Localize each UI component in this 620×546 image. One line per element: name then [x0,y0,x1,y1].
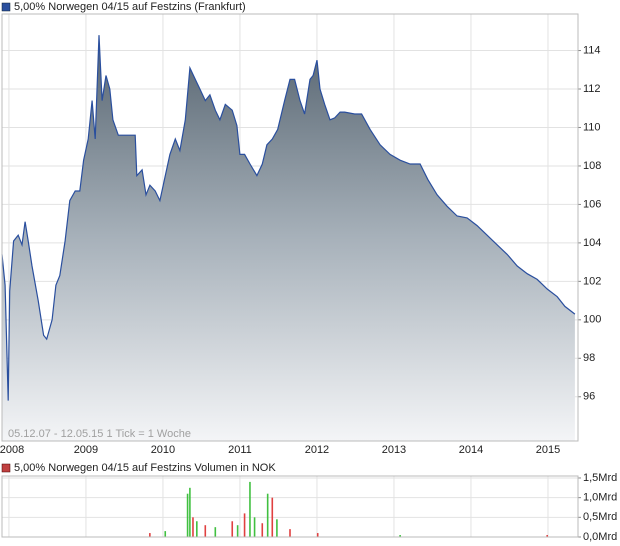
volume-bar [271,497,274,537]
y-tick-label: 0,0Mrd [583,531,617,543]
y-tick-label: 100 [583,314,601,326]
volume-bar [276,519,278,537]
y-tick-label: 108 [583,160,601,172]
y-tick-label: 1,5Mrd [583,472,617,484]
x-tick-label: 2010 [151,444,175,456]
x-tick-label: 2008 [0,444,24,456]
volume-bar [261,523,264,537]
volume-bar [253,517,256,537]
volume-frame [1,475,579,538]
chart-title: 5,00% Norwegen 04/15 auf Festzins (Frank… [14,1,246,13]
volume-bar [186,493,189,537]
volume-bar [149,533,151,537]
x-tick-label: 2014 [459,444,483,456]
price-area [2,35,575,441]
y-tick-label: 1,0Mrd [583,492,617,504]
y-tick-label: 98 [583,352,595,364]
volume-bar [289,529,291,537]
x-tick-label: 2011 [228,444,252,456]
y-tick-label: 102 [583,275,601,287]
x-tick-label: 2015 [536,444,560,456]
y-tick-label: 106 [583,198,601,210]
volume-bar [243,513,246,537]
plot-frame [1,13,579,442]
volume-bar [316,533,319,537]
volume-bar [266,493,269,537]
y-tick-label: 0,5Mrd [583,511,617,523]
volume-title: 5,00% Norwegen 04/15 auf Festzins Volume… [14,462,276,474]
x-tick-label: 2013 [382,444,406,456]
volume-bar [164,531,167,537]
volume-bar [249,481,251,537]
volume-bar [189,487,191,537]
y-tick-label: 96 [583,391,595,403]
volume-bar [236,525,239,537]
volume-bar [231,521,234,537]
y-tick-label: 114 [583,44,601,56]
y-tick-label: 112 [583,83,601,95]
y-tick-label: 104 [583,237,601,249]
x-tick-label: 2009 [74,444,98,456]
volume-bar [214,527,217,537]
y-tick-label: 110 [583,121,601,133]
volume-bar [399,535,401,537]
volume-bar [192,517,194,537]
x-tick-label: 2012 [305,444,329,456]
volume-bar [546,535,548,537]
legend-swatch [1,463,11,473]
volume-bar [196,521,198,537]
range-note: 05.12.07 - 12.05.15 1 Tick = 1 Woche [8,428,191,440]
volume-bar [204,525,207,537]
legend-swatch [1,2,11,12]
price-line [1,35,576,401]
